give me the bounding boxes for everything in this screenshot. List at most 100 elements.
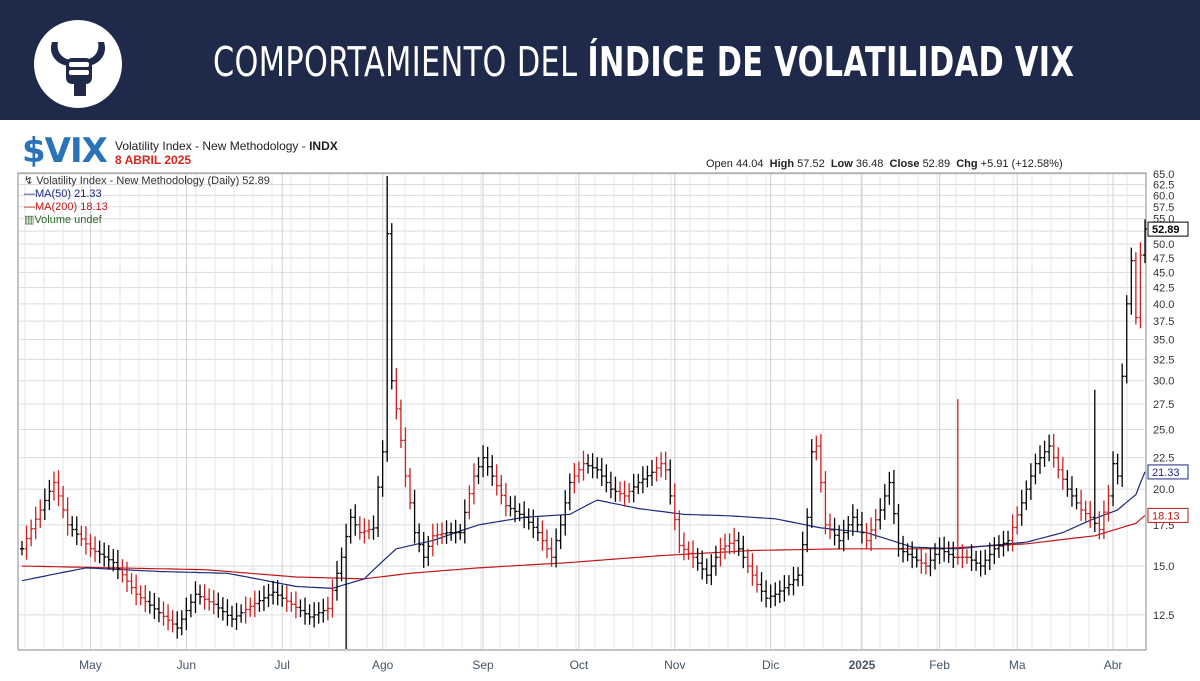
ohlc-bar xyxy=(394,368,399,420)
ohlc-bar xyxy=(124,561,129,592)
ohlc-bar xyxy=(1079,489,1084,521)
last-close-tag-box xyxy=(1147,221,1189,237)
ohlc-bar xyxy=(727,533,732,555)
ohlc-bar xyxy=(289,592,294,612)
ohlc-bar xyxy=(312,602,317,628)
close-label: Close xyxy=(889,158,920,170)
close-value: 52.89 xyxy=(922,158,951,170)
ohlc-bar xyxy=(120,559,125,583)
ohlc-bar xyxy=(686,541,691,560)
ohlc-bar xyxy=(544,529,549,559)
title-banner: COMPORTAMIENTO DEL ÍNDICE DE VOLATILIDAD… xyxy=(0,0,1200,120)
ohlc-bar xyxy=(398,399,403,449)
ohlc-bar xyxy=(741,535,746,569)
ohlc-bar xyxy=(873,508,878,539)
ohlc-bar xyxy=(1106,484,1111,522)
y-tick-label: 32.5 xyxy=(1153,354,1174,366)
ohlc-bar xyxy=(1129,247,1134,315)
ohlc-bar xyxy=(718,537,723,567)
ohlc-bar xyxy=(353,504,358,536)
ohlc-bar xyxy=(202,584,207,610)
ohlc-bar xyxy=(115,549,120,580)
ohlc-bar xyxy=(316,602,321,624)
chg-label: Chg xyxy=(956,158,978,170)
x-tick-label: Ma xyxy=(1009,658,1026,672)
legend-ma50: —MA(50) 21.33 xyxy=(24,188,102,200)
y-tick-label: 50.0 xyxy=(1153,239,1174,251)
ohlc-bar xyxy=(1015,506,1020,535)
x-tick-label: Oct xyxy=(570,658,589,672)
ohlc-bar xyxy=(704,558,709,584)
y-tick-label: 15.0 xyxy=(1153,561,1174,573)
ohlc-bar xyxy=(526,508,531,530)
ohlc-bar xyxy=(408,468,413,510)
legend-ma200: —MA(200) 18.13 xyxy=(24,201,108,213)
ohlc-bar xyxy=(919,547,924,574)
ohlc-bar xyxy=(1088,500,1093,528)
ohlc-bar xyxy=(220,597,225,621)
y-tick-label: 47.5 xyxy=(1153,253,1174,265)
ohlc-bar xyxy=(24,525,29,560)
ohlc-bar xyxy=(517,503,522,522)
legend-main-text: Volatility Index - New Methodology (Dail… xyxy=(36,175,270,187)
ohlc-bar xyxy=(823,471,828,535)
ohlc-bar xyxy=(380,440,385,497)
ohlc-bar xyxy=(522,501,527,529)
ohlc-bar xyxy=(850,504,855,536)
ohlc-bar xyxy=(88,534,93,557)
ticker-symbol: $VIX xyxy=(22,131,108,171)
ohlc-bar xyxy=(777,580,782,604)
ohlc-bar xyxy=(1138,242,1143,329)
ohlc-bar xyxy=(828,513,833,540)
ohlc-bar xyxy=(992,537,997,565)
ohlc-bar xyxy=(764,580,769,608)
ohlc-bar xyxy=(1006,530,1011,552)
ohlc-bar xyxy=(106,545,111,570)
low-label: Low xyxy=(830,158,853,170)
ohlc-bar xyxy=(937,537,942,564)
ohlc-bar xyxy=(572,463,577,494)
x-tick-label: Jun xyxy=(177,658,196,672)
y-tick-label: 22.5 xyxy=(1153,453,1174,465)
x-tick-label: Nov xyxy=(664,658,685,672)
ohlc-bar xyxy=(417,523,422,553)
chg-value: +5.91 (+12.58%) xyxy=(980,158,1063,170)
y-tick-label: 42.5 xyxy=(1153,283,1174,295)
description-text: Volatility Index - New Methodology - xyxy=(115,139,310,153)
ohlc-bar xyxy=(243,596,248,624)
ohlc-bar xyxy=(147,591,152,614)
ohlc-bar xyxy=(435,523,440,546)
ma200-tag-text: 18.13 xyxy=(1152,510,1180,522)
ohlc-bar xyxy=(896,504,901,557)
ohlc-bar xyxy=(1092,389,1097,533)
exchange-text: INDX xyxy=(309,139,338,153)
ohlc-bar xyxy=(672,483,677,531)
ohlc-bar xyxy=(1083,500,1088,522)
ohlc-bar xyxy=(681,532,686,561)
ohlc-bar xyxy=(832,517,837,546)
title-light: COMPORTAMIENTO DEL xyxy=(213,38,588,86)
ma200-tag: 18.13 xyxy=(1147,507,1189,523)
ohlc-bar xyxy=(914,548,919,568)
ohlc-bar xyxy=(42,488,47,521)
open-value: 44.04 xyxy=(735,158,764,170)
x-tick-label: Feb xyxy=(929,658,950,672)
y-tick-label: 40.0 xyxy=(1153,299,1174,311)
ohlc-bar xyxy=(1101,500,1106,540)
y-tick-label: 57.5 xyxy=(1153,202,1174,214)
y-tick-label: 27.5 xyxy=(1153,399,1174,411)
ohlc-bar xyxy=(905,543,910,562)
ohlc-bar xyxy=(595,457,600,479)
ohlc-bar xyxy=(773,582,778,607)
ohlc-bar xyxy=(357,516,362,540)
ohlc-bar xyxy=(700,550,705,580)
ohlc-bar xyxy=(1111,451,1116,507)
x-tick-label: Ago xyxy=(372,658,394,672)
ohlc-bar xyxy=(248,597,253,617)
ohlc-bar xyxy=(608,471,613,499)
y-axis: 12.515.017.520.022.525.027.530.032.535.0… xyxy=(1153,169,1174,622)
ohlc-bar xyxy=(732,527,737,555)
x-tick-label: Abr xyxy=(1104,658,1123,672)
ohlc-bar xyxy=(193,581,198,614)
ohlc-bar xyxy=(1065,470,1070,497)
